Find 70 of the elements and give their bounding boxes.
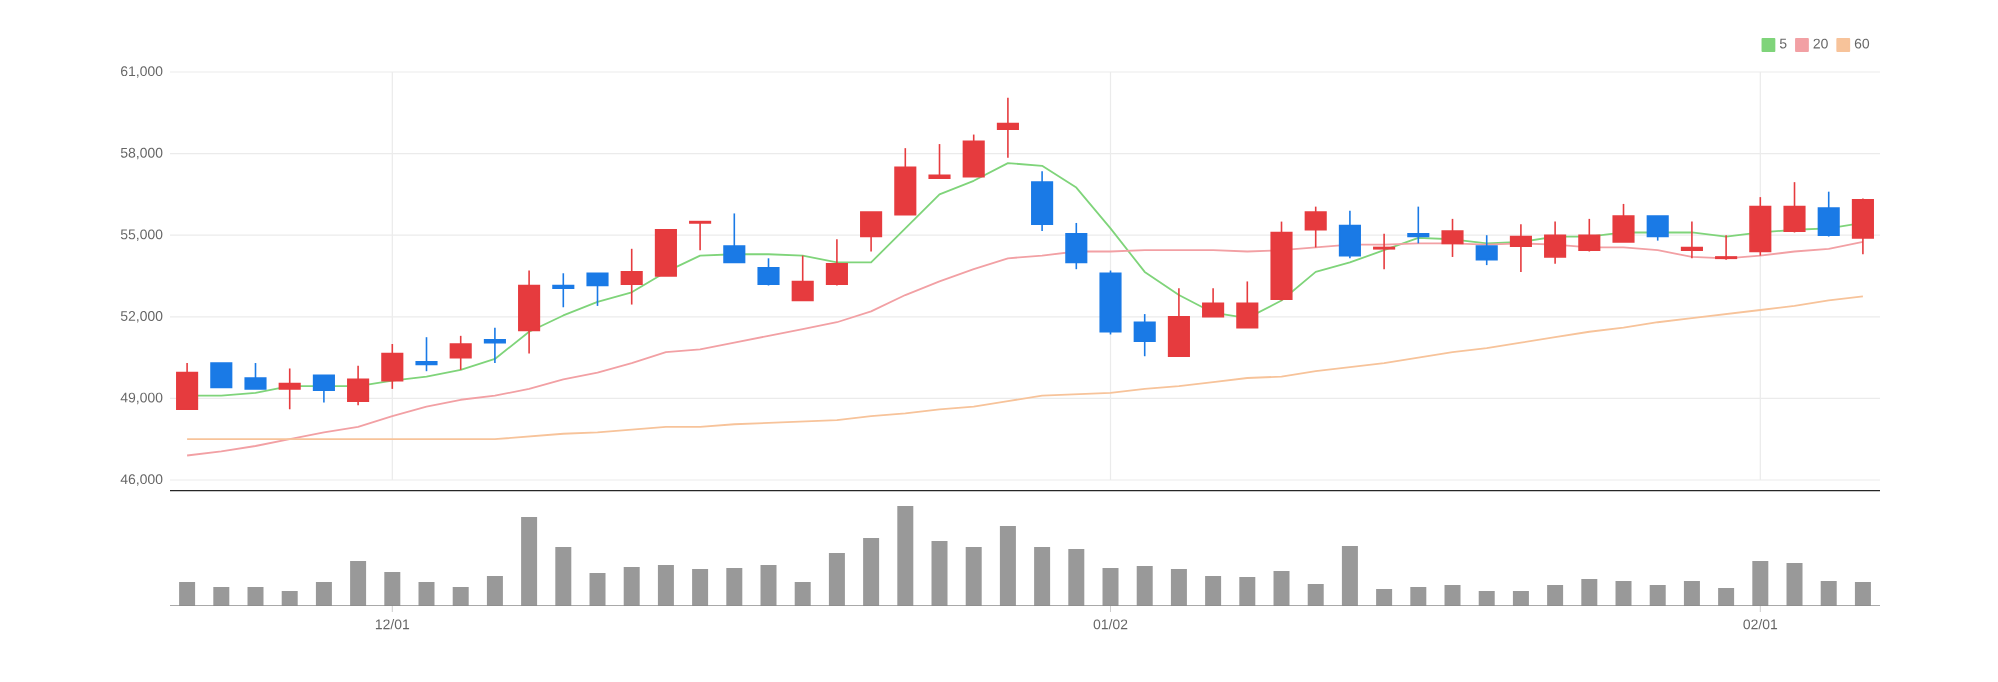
candlestick [1475, 234, 1498, 266]
bar [418, 582, 435, 606]
bar [1307, 584, 1324, 606]
bar [1239, 577, 1256, 606]
bar [1034, 547, 1051, 606]
candlestick [1544, 220, 1567, 265]
bar [931, 541, 948, 606]
bar [315, 582, 332, 606]
bar [760, 565, 777, 606]
bar [350, 561, 367, 606]
candlestick [1304, 205, 1327, 249]
bar [589, 573, 606, 606]
bar [726, 568, 743, 606]
bar [1581, 579, 1598, 606]
candlestick [347, 364, 370, 406]
bar [213, 587, 230, 606]
candlestick [825, 238, 848, 285]
candlestick [1509, 223, 1532, 273]
candlestick [278, 367, 301, 411]
candlestick [1680, 220, 1703, 260]
bar [247, 587, 264, 606]
candlestick [1817, 190, 1840, 236]
candlestick [1851, 199, 1874, 256]
bar [1444, 585, 1461, 606]
bar [828, 553, 845, 606]
bar [1512, 591, 1529, 606]
bar [1376, 589, 1393, 606]
bar [1341, 546, 1358, 606]
bar [1068, 549, 1085, 606]
bar [1820, 581, 1837, 606]
bar [863, 538, 880, 606]
bar [692, 569, 709, 606]
candlestick [518, 269, 541, 355]
bar [1170, 569, 1187, 606]
bar [657, 565, 674, 606]
candlestick [996, 97, 1019, 159]
candlestick [1031, 170, 1054, 232]
bar [1752, 561, 1769, 606]
bar [1410, 587, 1427, 606]
bar [1854, 582, 1871, 606]
bar [384, 572, 401, 606]
candlestick [620, 248, 643, 306]
bar [1478, 591, 1495, 606]
bar [1136, 566, 1153, 606]
bar [1102, 568, 1119, 606]
candlestick [483, 326, 506, 364]
bar [486, 576, 503, 606]
bar [623, 567, 640, 606]
bar [452, 587, 469, 606]
candlestick [1133, 313, 1156, 358]
bar [897, 506, 914, 606]
candlestick [449, 335, 472, 371]
bar [281, 591, 298, 606]
bar [965, 547, 982, 606]
candlestick [1715, 234, 1738, 260]
bar [1547, 585, 1564, 606]
bar [555, 547, 572, 606]
bar [1649, 585, 1666, 606]
bar [1786, 563, 1803, 606]
bar [1273, 571, 1290, 606]
candlestick [1373, 233, 1396, 270]
candlestick [1338, 209, 1361, 260]
bar [1615, 581, 1632, 606]
bar [1683, 581, 1700, 606]
bar [999, 526, 1016, 606]
bar [794, 582, 811, 606]
bar [179, 582, 196, 606]
bar [1205, 576, 1222, 606]
bar [521, 517, 538, 606]
bar [1718, 588, 1735, 606]
